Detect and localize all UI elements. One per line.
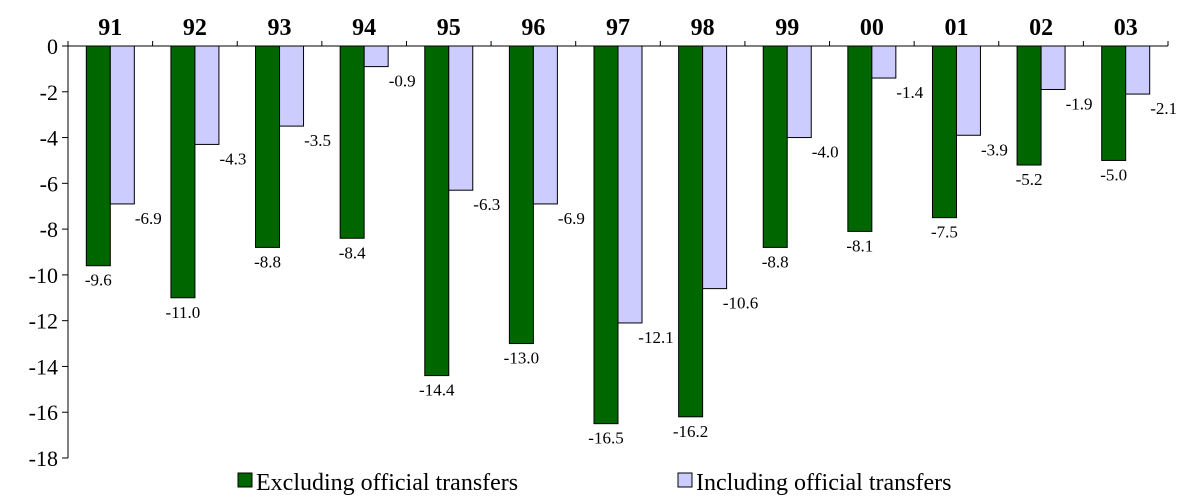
category-label: 98 <box>691 15 715 41</box>
category-axis: 91 92 93 94 95 96 97 98 99 00 01 02 03 <box>67 15 1169 47</box>
bar-excluding <box>1016 45 1042 166</box>
data-label-excluding: -8.4 <box>339 243 366 262</box>
y-tick-label: -2 <box>40 80 58 105</box>
bar-including <box>194 45 220 145</box>
data-label-including: -4.3 <box>219 149 246 168</box>
bar-including <box>871 45 897 79</box>
y-tick-label: -6 <box>40 171 58 196</box>
bar-excluding <box>170 45 196 299</box>
data-label-including: -3.5 <box>304 131 331 150</box>
bar-excluding <box>1101 45 1127 161</box>
data-label-including: -2.1 <box>1150 99 1177 118</box>
legend: Excluding official transfers Including of… <box>237 470 951 496</box>
bar-excluding <box>508 45 534 345</box>
y-tick-label: -12 <box>29 309 58 334</box>
bar-including <box>448 45 474 191</box>
bar-excluding <box>339 45 365 239</box>
legend-swatch-including <box>677 472 693 488</box>
bar-including <box>363 45 389 68</box>
data-label-including: -3.9 <box>981 140 1008 159</box>
bar-including <box>279 45 305 127</box>
bar-including <box>617 45 643 324</box>
bar-excluding <box>762 45 788 248</box>
bar-excluding <box>593 45 619 425</box>
data-label-excluding: -5.0 <box>1100 165 1127 184</box>
y-tick-label: -18 <box>29 446 58 471</box>
data-labels: -9.6 -6.9 -11.0 -4.3 -8.8 -3.5 -8.4 -0.9 -14.4 -6… <box>85 72 1177 448</box>
bar-including <box>1125 45 1151 95</box>
data-label-including: -10.6 <box>723 294 758 313</box>
legend-label-excluding: Excluding official transfers <box>256 470 518 496</box>
data-label-excluding: -16.2 <box>673 422 708 441</box>
y-tick-label: -16 <box>29 400 58 425</box>
data-label-including: -4.0 <box>812 143 839 162</box>
y-tick-label: -4 <box>40 126 58 151</box>
category-label: 99 <box>775 15 799 41</box>
category-label: 94 <box>352 15 376 41</box>
legend-label-including: Including official transfers <box>696 470 951 496</box>
data-label-excluding: -8.1 <box>846 236 873 255</box>
bar-including <box>532 45 558 205</box>
y-tick-label: -8 <box>40 217 58 242</box>
data-label-including: -0.9 <box>389 72 416 91</box>
data-label-including: -1.4 <box>896 83 923 102</box>
category-label: 01 <box>944 15 968 41</box>
data-label-excluding: -16.5 <box>588 429 623 448</box>
data-label-including: -1.9 <box>1066 94 1093 113</box>
data-label-excluding: -14.4 <box>419 381 455 400</box>
category-label: 02 <box>1029 15 1053 41</box>
data-label-excluding: -5.2 <box>1016 170 1043 189</box>
data-label-excluding: -8.8 <box>762 252 789 271</box>
bar-excluding <box>931 45 957 219</box>
data-label-including: -6.9 <box>135 209 162 228</box>
category-label: 91 <box>98 15 122 41</box>
bars <box>85 45 1151 425</box>
bar-including <box>786 45 812 139</box>
bar-excluding <box>847 45 873 232</box>
data-label-excluding: -13.0 <box>504 349 539 368</box>
y-tick-label: 0 <box>47 34 58 59</box>
y-tick-label: -14 <box>29 354 58 379</box>
bar-excluding <box>255 45 281 248</box>
category-label: 96 <box>521 15 545 41</box>
bar-including <box>955 45 981 136</box>
bar-excluding <box>424 45 450 377</box>
data-label-excluding: -9.6 <box>85 271 112 290</box>
bar-including <box>702 45 728 290</box>
y-tick-label: -10 <box>29 263 58 288</box>
data-label-including: -12.1 <box>638 328 673 347</box>
y-axis: 0 -2 -4 -6 -8 -10 -12 -14 -16 -18 <box>29 34 69 471</box>
bar-excluding <box>678 45 704 418</box>
data-label-excluding: -8.8 <box>254 252 281 271</box>
category-label: 03 <box>1114 15 1138 41</box>
bar-including <box>1040 45 1066 90</box>
data-label-excluding: -11.0 <box>166 303 201 322</box>
category-label: 93 <box>268 15 292 41</box>
category-label: 97 <box>606 15 630 41</box>
category-label: 00 <box>860 15 884 41</box>
category-label: 95 <box>437 15 461 41</box>
category-label: 92 <box>183 15 207 41</box>
bar-including <box>109 45 135 205</box>
data-label-including: -6.3 <box>473 195 500 214</box>
legend-swatch-excluding <box>237 472 253 488</box>
data-label-including: -6.9 <box>558 209 585 228</box>
bar-excluding <box>85 45 111 267</box>
data-label-excluding: -7.5 <box>931 223 958 242</box>
